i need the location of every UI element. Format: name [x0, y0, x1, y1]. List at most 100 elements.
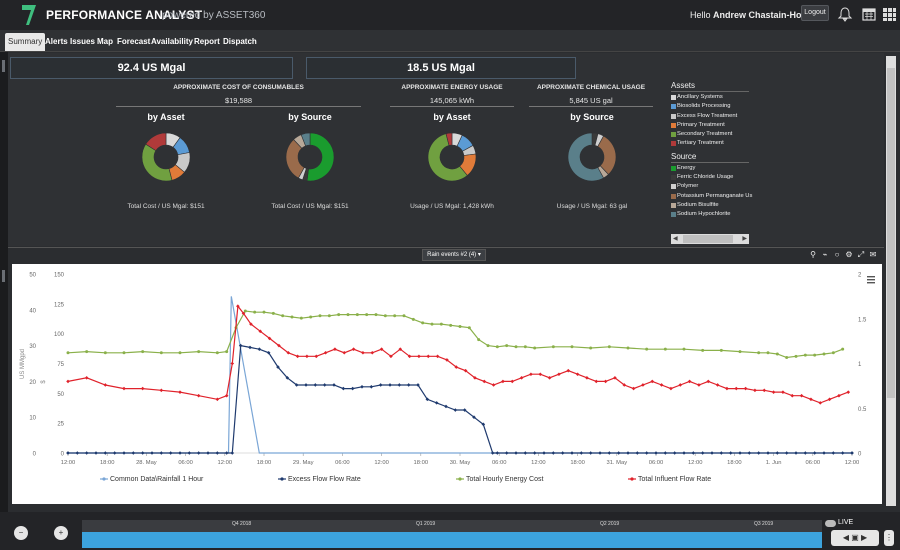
excess-flow-point[interactable] — [794, 451, 798, 455]
energy-cost-point[interactable] — [197, 350, 201, 354]
legend-item[interactable]: Excess Flow Treatment — [671, 112, 763, 121]
excess-flow-point[interactable] — [691, 451, 696, 455]
energy-cost-point[interactable] — [551, 345, 555, 349]
influent-flow-point[interactable] — [314, 354, 319, 359]
influent-flow-point[interactable] — [659, 383, 664, 387]
legend-item[interactable]: Sodium Bisulfite — [671, 201, 763, 210]
energy-cost-point[interactable] — [803, 353, 807, 357]
donut-slice[interactable] — [145, 132, 167, 151]
influent-flow-point[interactable] — [575, 372, 580, 377]
legend-scrollbar[interactable]: ◀ ▶ — [671, 234, 749, 244]
excess-flow-point[interactable] — [313, 383, 318, 387]
donut-slice[interactable] — [306, 132, 335, 182]
excess-flow-point[interactable] — [551, 451, 556, 455]
energy-cost-point[interactable] — [701, 348, 705, 352]
excess-flow-point[interactable] — [738, 451, 742, 455]
energy-by-asset-donut[interactable] — [427, 132, 477, 182]
excess-flow-point[interactable] — [560, 451, 565, 455]
excess-flow-point[interactable] — [719, 451, 724, 455]
influent-flow-point[interactable] — [159, 388, 164, 393]
energy-cost-point[interactable] — [505, 344, 509, 348]
page-scrollbar[interactable] — [886, 56, 896, 506]
excess-flow-point[interactable] — [840, 451, 845, 455]
bell-icon[interactable] — [836, 5, 854, 23]
excess-flow-point[interactable] — [626, 451, 630, 455]
influent-flow-point[interactable] — [510, 379, 515, 384]
legend-item[interactable]: Ferric Chloride Usage — [671, 173, 763, 182]
influent-flow-point[interactable] — [426, 354, 431, 359]
excess-flow-point[interactable] — [588, 451, 593, 455]
energy-cost-point[interactable] — [262, 310, 266, 314]
energy-cost-point[interactable] — [449, 323, 453, 327]
excess-flow-point[interactable] — [803, 451, 808, 455]
energy-cost-point[interactable] — [159, 351, 163, 355]
excess-flow-point[interactable] — [831, 451, 836, 455]
energy-cost-point[interactable] — [85, 350, 89, 354]
excess-flow-point[interactable] — [131, 451, 136, 455]
influent-flow-point[interactable] — [473, 376, 477, 380]
energy-cost-point[interactable] — [141, 350, 145, 354]
energy-cost-point[interactable] — [299, 316, 303, 320]
excess-flow-point[interactable] — [747, 451, 752, 455]
influent-flow-point[interactable] — [603, 379, 608, 384]
settings-icon[interactable]: ⚙ — [845, 250, 853, 259]
influent-flow-point[interactable] — [351, 347, 356, 351]
excess-flow-point[interactable] — [756, 451, 761, 455]
tab-alerts[interactable]: Alerts — [45, 37, 68, 46]
influent-flow-point[interactable] — [305, 354, 309, 359]
influent-flow-point[interactable] — [725, 386, 729, 391]
influent-flow-point[interactable] — [818, 401, 823, 405]
excess-flow-point[interactable] — [150, 451, 154, 455]
scroll-left-icon[interactable]: ◀ — [673, 236, 678, 242]
influent-flow-point[interactable] — [669, 386, 673, 391]
energy-cost-point[interactable] — [327, 314, 331, 318]
influent-flow-point[interactable] — [463, 368, 468, 373]
excess-flow-point[interactable] — [542, 451, 546, 455]
comment-icon[interactable]: ○ — [834, 250, 840, 259]
excess-flow-point[interactable] — [248, 345, 252, 350]
live-toggle[interactable] — [825, 520, 836, 527]
influent-flow-point[interactable] — [715, 383, 720, 387]
energy-cost-point[interactable] — [813, 353, 817, 357]
legend-item[interactable]: Ancillary Systems — [671, 93, 763, 102]
excess-flow-point[interactable] — [766, 451, 770, 455]
energy-cost-point[interactable] — [822, 352, 826, 356]
influent-flow-point[interactable] — [103, 383, 108, 387]
energy-cost-point[interactable] — [570, 345, 574, 349]
excess-flow-point[interactable] — [350, 386, 355, 391]
legend-item[interactable]: Biosolids Processing — [671, 102, 763, 111]
influent-flow-point[interactable] — [762, 388, 767, 393]
excess-flow-point[interactable] — [66, 451, 70, 455]
influent-flow-point[interactable] — [519, 376, 524, 380]
influent-flow-point[interactable] — [417, 354, 421, 359]
excess-flow-point[interactable] — [360, 384, 364, 389]
trend-chart[interactable]: 0 10 20 30 40 50 0 25 50 75 100 125 150 0 0.5 1 1.5 2 US M… — [12, 264, 882, 504]
excess-flow-point[interactable] — [532, 451, 537, 455]
energy-cost-point[interactable] — [271, 311, 275, 315]
energy-cost-point[interactable] — [467, 326, 471, 330]
influent-flow-point[interactable] — [277, 343, 281, 348]
donut-slice[interactable] — [141, 143, 173, 182]
excess-flow-point[interactable] — [682, 451, 686, 455]
energy-cost-point[interactable] — [645, 347, 649, 351]
energy-cost-point[interactable] — [766, 351, 770, 355]
influent-flow-point[interactable] — [230, 361, 235, 366]
tab-summary[interactable]: Summary — [5, 33, 46, 51]
energy-cost-point[interactable] — [178, 351, 182, 355]
energy-cost-point[interactable] — [243, 309, 247, 313]
energy-cost-point[interactable] — [66, 351, 70, 355]
energy-cost-point[interactable] — [122, 351, 126, 355]
donut-slice[interactable] — [427, 133, 468, 182]
influent-flow-point[interactable] — [650, 379, 655, 384]
mail-icon[interactable]: ✉ — [869, 250, 877, 259]
influent-flow-line[interactable] — [67, 304, 849, 404]
energy-cost-point[interactable] — [514, 345, 518, 349]
energy-cost-point[interactable] — [421, 321, 425, 325]
excess-flow-point[interactable] — [654, 451, 658, 455]
influent-flow-point[interactable] — [501, 379, 505, 384]
cost-by-source-donut[interactable] — [285, 132, 335, 182]
legend-item[interactable]: Polymer — [671, 182, 763, 191]
chart-menu-icon[interactable] — [867, 276, 875, 284]
tab-forecast[interactable]: Forecast — [117, 37, 151, 46]
excess-flow-point[interactable] — [230, 451, 235, 455]
